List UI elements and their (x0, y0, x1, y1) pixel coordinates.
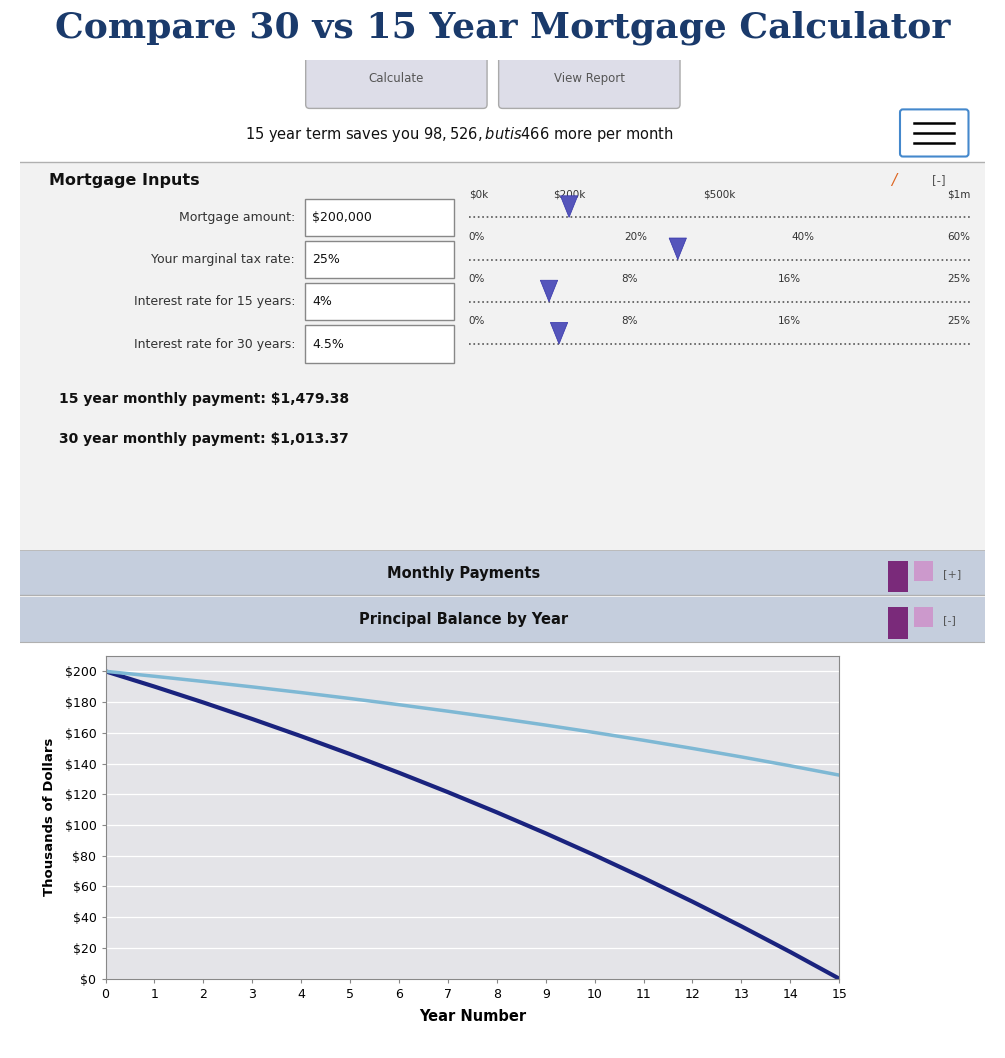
Text: 25%: 25% (313, 253, 341, 267)
Bar (20, 551, 985, 596)
Text: 4%: 4% (313, 295, 333, 308)
Polygon shape (669, 238, 686, 259)
Text: $1m: $1m (947, 189, 971, 200)
Y-axis label: Thousands of Dollars: Thousands of Dollars (43, 738, 56, 896)
Text: 0%: 0% (468, 232, 485, 242)
Text: 4.5%: 4.5% (313, 338, 345, 350)
Text: $500k: $500k (704, 189, 736, 200)
Polygon shape (561, 196, 578, 217)
Bar (20, 598, 985, 641)
Text: [-]: [-] (944, 615, 957, 625)
FancyBboxPatch shape (900, 109, 969, 157)
Bar (20, 163, 985, 551)
X-axis label: Year Number: Year Number (419, 1009, 526, 1024)
Bar (914, 561, 933, 581)
FancyBboxPatch shape (306, 50, 487, 108)
Polygon shape (541, 280, 558, 302)
Text: Principal Balance by Year: Principal Balance by Year (360, 613, 569, 627)
Bar (305, 199, 454, 236)
Text: 25%: 25% (948, 316, 971, 326)
Text: 15 year monthly payment: $1,479.38: 15 year monthly payment: $1,479.38 (58, 393, 349, 406)
Text: Calculate: Calculate (369, 72, 424, 86)
Text: 16%: 16% (778, 316, 801, 326)
Text: 20%: 20% (624, 232, 647, 242)
Text: 40%: 40% (792, 232, 815, 242)
Bar (914, 607, 933, 626)
FancyBboxPatch shape (8, 49, 997, 1054)
Text: 0%: 0% (468, 316, 485, 326)
Bar (305, 326, 454, 363)
Text: View Report: View Report (554, 72, 625, 86)
Text: 30 year monthly payment: $1,013.37: 30 year monthly payment: $1,013.37 (58, 433, 349, 446)
Text: Your marginal tax rate:: Your marginal tax rate: (152, 253, 295, 267)
Polygon shape (551, 323, 568, 344)
Bar (305, 284, 454, 321)
Text: $200,000: $200,000 (313, 211, 372, 224)
Text: Interest rate for 30 years:: Interest rate for 30 years: (134, 338, 295, 350)
Text: [-]: [-] (932, 174, 946, 186)
Text: Monthly Payments: Monthly Payments (387, 566, 541, 581)
Text: 0%: 0% (468, 274, 485, 285)
Text: 8%: 8% (621, 316, 637, 326)
Text: 8%: 8% (621, 274, 637, 285)
Text: Compare 30 vs 15 Year Mortgage Calculator: Compare 30 vs 15 Year Mortgage Calculato… (55, 11, 950, 45)
Text: 25%: 25% (948, 274, 971, 285)
Text: Interest rate for 15 years:: Interest rate for 15 years: (134, 295, 295, 308)
Text: /: / (890, 172, 895, 187)
Bar (888, 561, 908, 592)
FancyBboxPatch shape (498, 50, 680, 108)
Text: Mortgage amount:: Mortgage amount: (179, 211, 295, 224)
Text: 15 year term saves you $98,526, but is $466 more per month: 15 year term saves you $98,526, but is $… (245, 126, 673, 145)
Text: $0k: $0k (468, 189, 488, 200)
Text: $200k: $200k (553, 189, 585, 200)
Text: 60%: 60% (948, 232, 971, 242)
Bar (305, 241, 454, 278)
Text: [+]: [+] (944, 569, 962, 579)
Bar (888, 607, 908, 639)
Text: 16%: 16% (778, 274, 801, 285)
Text: Mortgage Inputs: Mortgage Inputs (49, 172, 200, 187)
